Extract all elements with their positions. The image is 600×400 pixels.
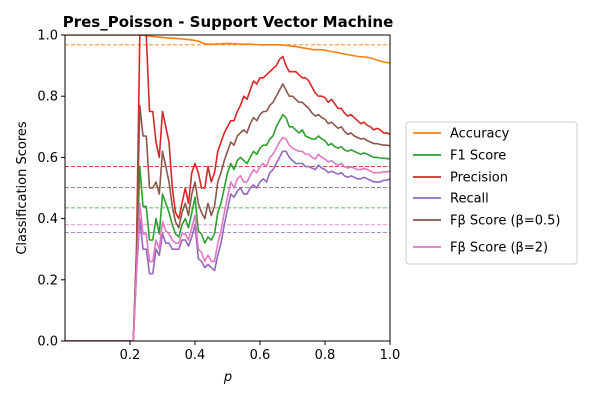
- y-axis-label: Classification Scores: [15, 121, 30, 255]
- legend-frame: [405, 121, 578, 265]
- series-line-1: [65, 35, 390, 64]
- y-tick-label: 0.4: [37, 212, 58, 227]
- y-tick-label: 1.0: [37, 29, 58, 44]
- x-axis: 0.2 0.4 0.6 0.8 1.0: [120, 341, 401, 363]
- series-line-5: [65, 83, 390, 341]
- x-tick-label: 0.6: [250, 348, 271, 363]
- chart-title: Pres_Poisson - Support Vector Machine: [63, 13, 394, 31]
- legend-label-1: Accuracy: [450, 127, 510, 142]
- plot-area: [65, 35, 390, 341]
- legend: Accuracy F1 Score Precision Recall Fβ Score …: [405, 121, 578, 265]
- y-tick-label: 0.8: [37, 90, 58, 105]
- y-tick-label: 0.2: [37, 273, 58, 288]
- plot-frame: [64, 34, 391, 342]
- x-tick-label: 0.8: [315, 348, 336, 363]
- series-line-6: [65, 136, 390, 341]
- legend-label-4: Recall: [450, 192, 489, 207]
- legend-label-3: Precision: [450, 171, 508, 186]
- legend-label-5: Fβ Score (β=0.5): [450, 214, 560, 229]
- series-line-2: [65, 113, 390, 341]
- x-tick-label: 0.2: [120, 348, 141, 363]
- y-tick-label: 0.6: [37, 151, 58, 166]
- x-tick-label: 0.4: [185, 348, 206, 363]
- legend-label-2: F1 Score: [450, 149, 506, 164]
- legend-label-6: Fβ Score (β=2): [450, 241, 548, 256]
- x-tick-label: 1.0: [380, 348, 401, 363]
- x-axis-label: p: [223, 370, 232, 385]
- y-axis: 0.0 0.2 0.4 0.6 0.8 1.0: [37, 29, 65, 350]
- series-line-4: [65, 150, 390, 341]
- y-tick-label: 0.0: [37, 335, 58, 350]
- series-line-3: [65, 35, 390, 341]
